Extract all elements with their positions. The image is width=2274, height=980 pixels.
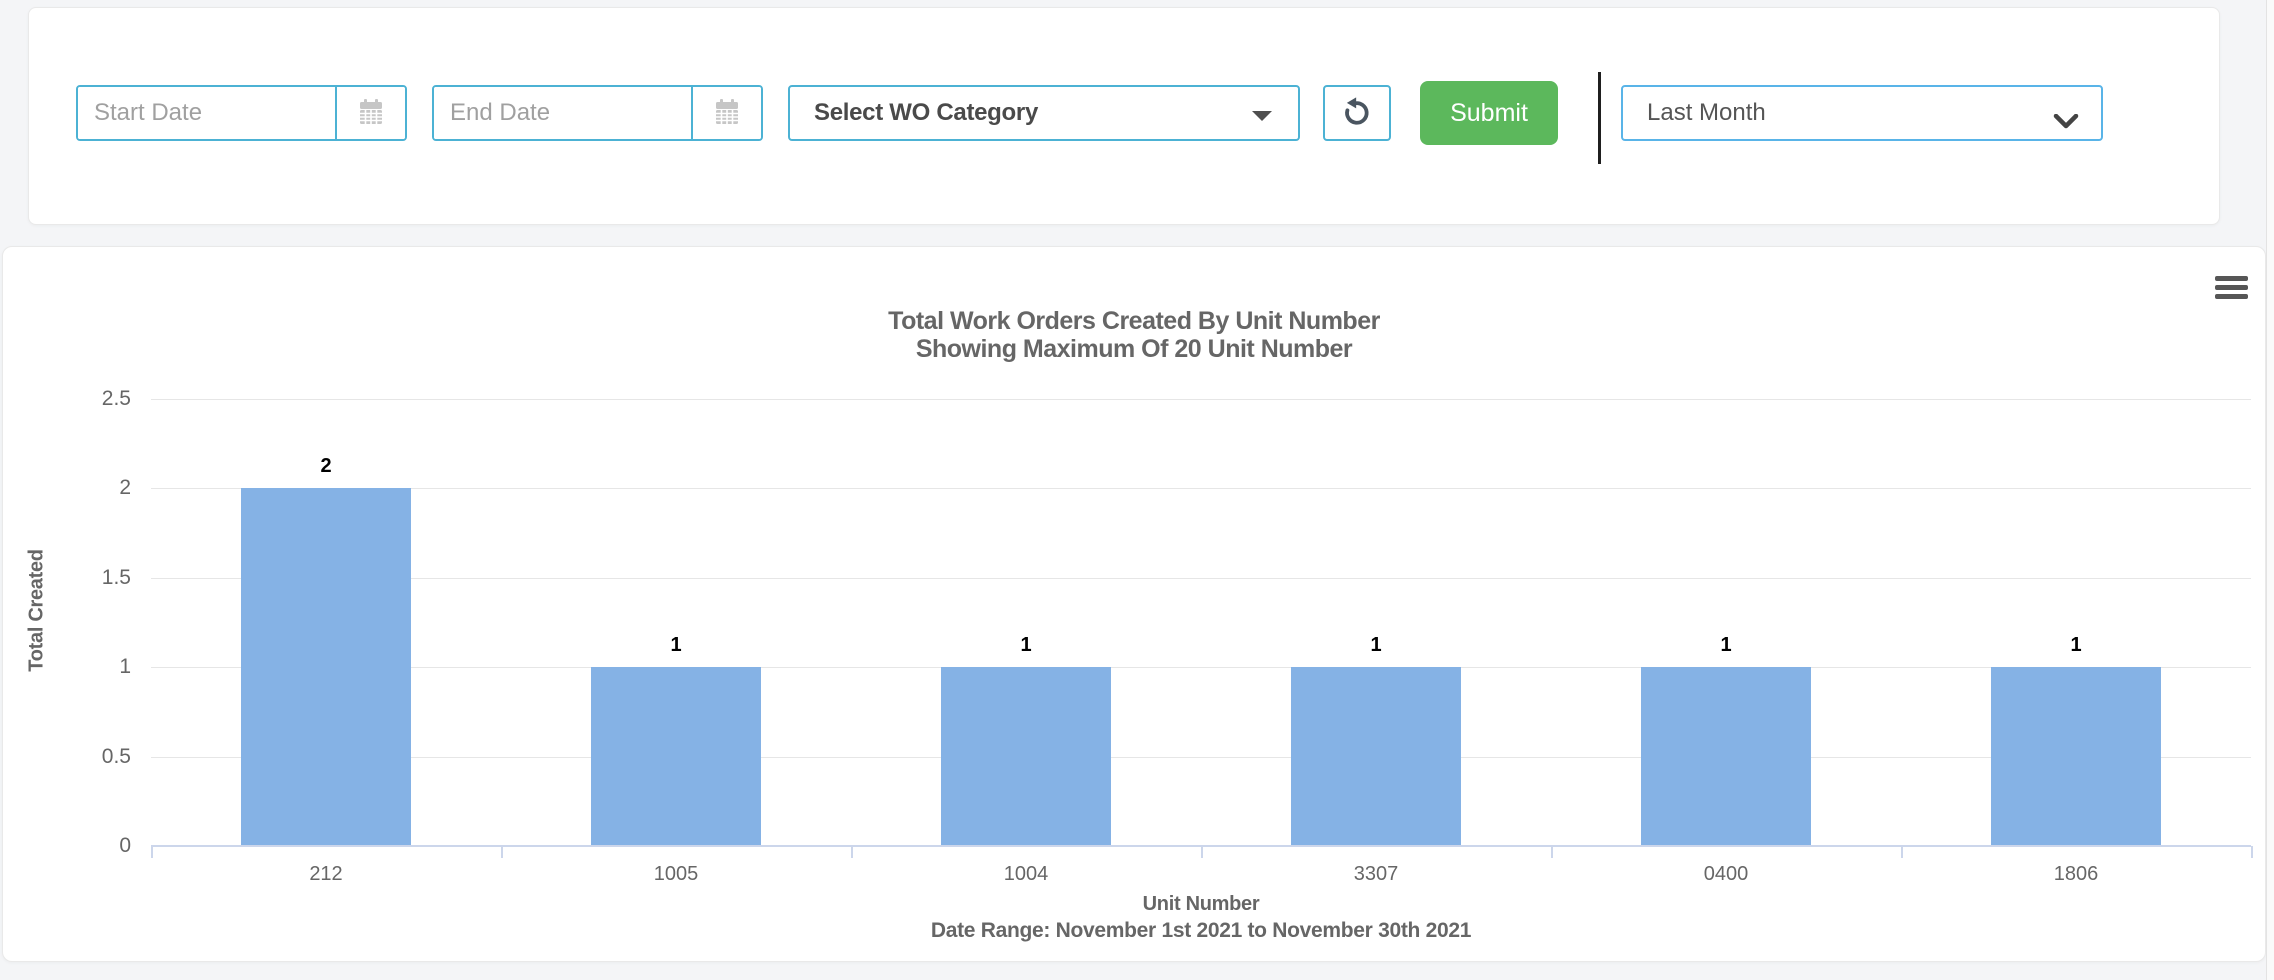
- y-gridline: [151, 578, 2251, 579]
- bar-data-label: 1: [1020, 634, 1032, 656]
- date-range-select[interactable]: Last Month: [1621, 85, 2103, 141]
- x-axis-tick: [501, 846, 503, 858]
- x-axis-tick: [2251, 846, 2253, 858]
- filter-bar: Select WO Category Submit Last Month: [28, 7, 2220, 225]
- rotate-counterclockwise-icon: [1338, 93, 1376, 134]
- x-axis-tick: [1201, 846, 1203, 858]
- y-tick-label: 1: [119, 655, 131, 678]
- bar[interactable]: [941, 667, 1111, 846]
- chevron-down-icon: [2053, 108, 2079, 136]
- bar-data-label: 1: [670, 634, 682, 656]
- start-date-input[interactable]: [78, 87, 335, 139]
- end-date-calendar-button[interactable]: [691, 87, 761, 139]
- x-axis-tick: [851, 846, 853, 858]
- x-category-label: 1005: [653, 863, 699, 885]
- chart-menu-button[interactable]: [2215, 276, 2248, 303]
- x-axis-tick: [1901, 846, 1903, 858]
- y-tick-label: 1.5: [101, 566, 131, 589]
- y-gridline: [151, 667, 2251, 668]
- x-category-label: 212: [309, 863, 343, 885]
- end-date-group: [432, 85, 763, 141]
- x-axis-date-range: Date Range: November 1st 2021 to Novembe…: [930, 919, 1472, 942]
- y-tick-label: 0: [119, 834, 131, 857]
- submit-button[interactable]: Submit: [1420, 81, 1558, 145]
- y-gridline: [151, 399, 2251, 400]
- y-tick-label: 0.5: [101, 745, 131, 768]
- y-gridline: [151, 757, 2251, 758]
- chart-title-line1: Total Work Orders Created By Unit Number: [888, 307, 1380, 335]
- bar[interactable]: [1641, 667, 1811, 846]
- x-category-label: 0400: [1703, 863, 1749, 885]
- date-range-select-value: Last Month: [1647, 99, 1766, 126]
- x-axis-tick: [151, 846, 153, 858]
- vertical-divider: [1598, 72, 1601, 164]
- wo-category-select[interactable]: Select WO Category: [788, 85, 1300, 141]
- x-axis-tick: [1551, 846, 1553, 858]
- x-axis-line: [151, 845, 2251, 847]
- bar-data-label: 1: [1370, 634, 1382, 656]
- bar[interactable]: [591, 667, 761, 846]
- y-tick-label: 2: [119, 476, 131, 499]
- wo-category-select-value: Select WO Category: [814, 99, 1038, 126]
- x-category-label: 3307: [1353, 863, 1399, 885]
- y-gridline: [151, 488, 2251, 489]
- bar-data-label: 2: [320, 455, 332, 477]
- caret-down-icon: [1252, 111, 1272, 121]
- x-category-label: 1806: [2053, 863, 2099, 885]
- x-category-label: 1004: [1003, 863, 1049, 885]
- y-tick-label: 2.5: [101, 387, 131, 410]
- bar[interactable]: [241, 488, 411, 846]
- chart-card: Total Work Orders Created By Unit Number…: [2, 246, 2266, 962]
- x-axis-title: Unit Number: [1142, 893, 1260, 915]
- hamburger-menu-icon: [2215, 276, 2248, 299]
- refresh-button[interactable]: [1323, 85, 1391, 141]
- bar[interactable]: [1291, 667, 1461, 846]
- scrollbar[interactable]: [2266, 0, 2274, 980]
- start-date-calendar-button[interactable]: [335, 87, 405, 139]
- end-date-input[interactable]: [434, 87, 691, 139]
- chart-title: Total Work Orders Created By Unit Number…: [3, 307, 2265, 363]
- bar-data-label: 1: [1720, 634, 1732, 656]
- calendar-icon: [714, 98, 740, 129]
- bar-data-label: 1: [2070, 634, 2082, 656]
- bar[interactable]: [1991, 667, 2161, 846]
- start-date-group: [76, 85, 407, 141]
- bar-chart-plot: 0 0.5 1 1.5 2 2.5 2 212 1 1005 1 1004 1 3307 1 0400 1 180…: [3, 247, 2265, 961]
- calendar-icon: [358, 98, 384, 129]
- chart-title-line2: Showing Maximum Of 20 Unit Number: [915, 335, 1353, 363]
